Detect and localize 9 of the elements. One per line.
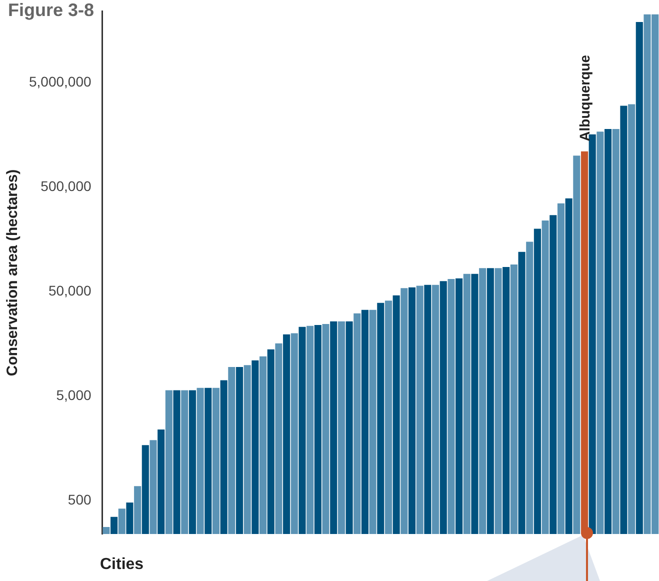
chart-title: Figure 3-8 bbox=[8, 0, 94, 21]
y-tick-label: 5,000,000 bbox=[28, 73, 92, 90]
y-tick-label: 500,000 bbox=[40, 178, 92, 194]
y-tick-label: 50,000 bbox=[48, 282, 92, 299]
y-axis-title: Conservation area (hectares) bbox=[4, 169, 22, 376]
x-axis-title: Cities bbox=[100, 556, 144, 574]
y-tick-label: 5,000 bbox=[56, 387, 92, 404]
x-tick-label: Albuquerque bbox=[576, 54, 593, 142]
y-tick-label: 500 bbox=[68, 492, 92, 508]
